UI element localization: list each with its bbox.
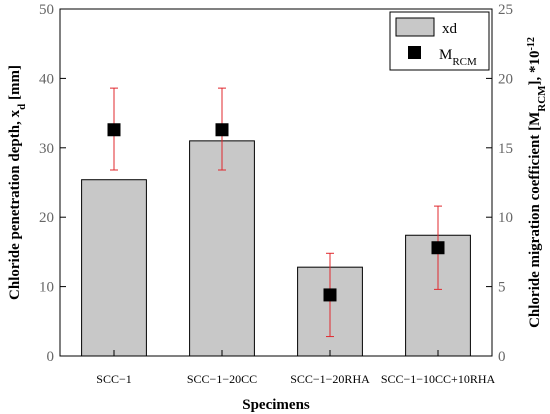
left-tick-label: 0 [47, 349, 55, 365]
left-tick-label: 40 [39, 71, 54, 87]
right-tick-label: 25 [498, 2, 513, 18]
marker-point [431, 241, 445, 255]
legend: xd MRCM [389, 11, 490, 71]
legend-bar-label: xd [442, 21, 458, 37]
right-tick-label: 20 [498, 71, 513, 87]
legend-marker-swatch [408, 46, 421, 59]
right-y-axis: 0 5 10 15 20 25 [486, 2, 513, 365]
marker-series [107, 123, 445, 302]
right-tick-label: 15 [498, 141, 513, 157]
x-axis-label: Specimens [242, 397, 310, 413]
left-y-axis-label-sub: d [16, 104, 28, 110]
category-label: SCC−1−20RHA [290, 372, 370, 386]
left-y-axis-label-suffix: [mm] [7, 65, 23, 104]
left-y-axis: 0 10 20 30 40 50 [39, 2, 66, 365]
left-tick-label: 30 [39, 141, 54, 157]
bar [81, 179, 147, 357]
legend-marker-label-main: M [439, 47, 452, 63]
right-y-axis-label-sub: RCM [536, 85, 548, 112]
plot-frame [59, 8, 493, 357]
left-tick-label: 50 [39, 2, 54, 18]
right-y-axis-label: Chloride migration coefficient [MRCM], *… [526, 37, 549, 328]
error-bar-series [110, 87, 442, 338]
marker-point [215, 123, 229, 137]
right-tick-label: 10 [498, 210, 513, 226]
legend-marker-label-sub: RCM [452, 56, 477, 68]
bar [189, 140, 255, 357]
legend-marker-label: MRCM [439, 47, 477, 68]
right-y-axis-label-sup: -12 [526, 37, 537, 50]
bar-series [81, 140, 471, 357]
category-label: SCC−1−20CC [187, 372, 257, 386]
right-y-axis-label-main: Chloride migration coefficient [M [527, 112, 543, 328]
x-axis-categories: SCC−1 SCC−1−20CC SCC−1−20RHA SCC−1−10CC+10R… [96, 350, 495, 386]
marker-point [323, 288, 337, 302]
left-y-axis-label-main: Chloride penetration depth, x [7, 109, 23, 300]
left-tick-label: 10 [39, 280, 54, 296]
left-tick-label: 20 [39, 210, 54, 226]
right-y-axis-label-suffix: ], *10 [527, 50, 543, 85]
legend-bar-swatch [395, 17, 435, 37]
category-label: SCC−1−10CC+10RHA [381, 372, 496, 386]
right-tick-label: 0 [498, 349, 506, 365]
right-tick-label: 5 [498, 280, 506, 296]
marker-point [107, 123, 121, 137]
left-y-axis-label: Chloride penetration depth, xd [mm] [7, 65, 28, 300]
category-label: SCC−1 [96, 372, 131, 386]
